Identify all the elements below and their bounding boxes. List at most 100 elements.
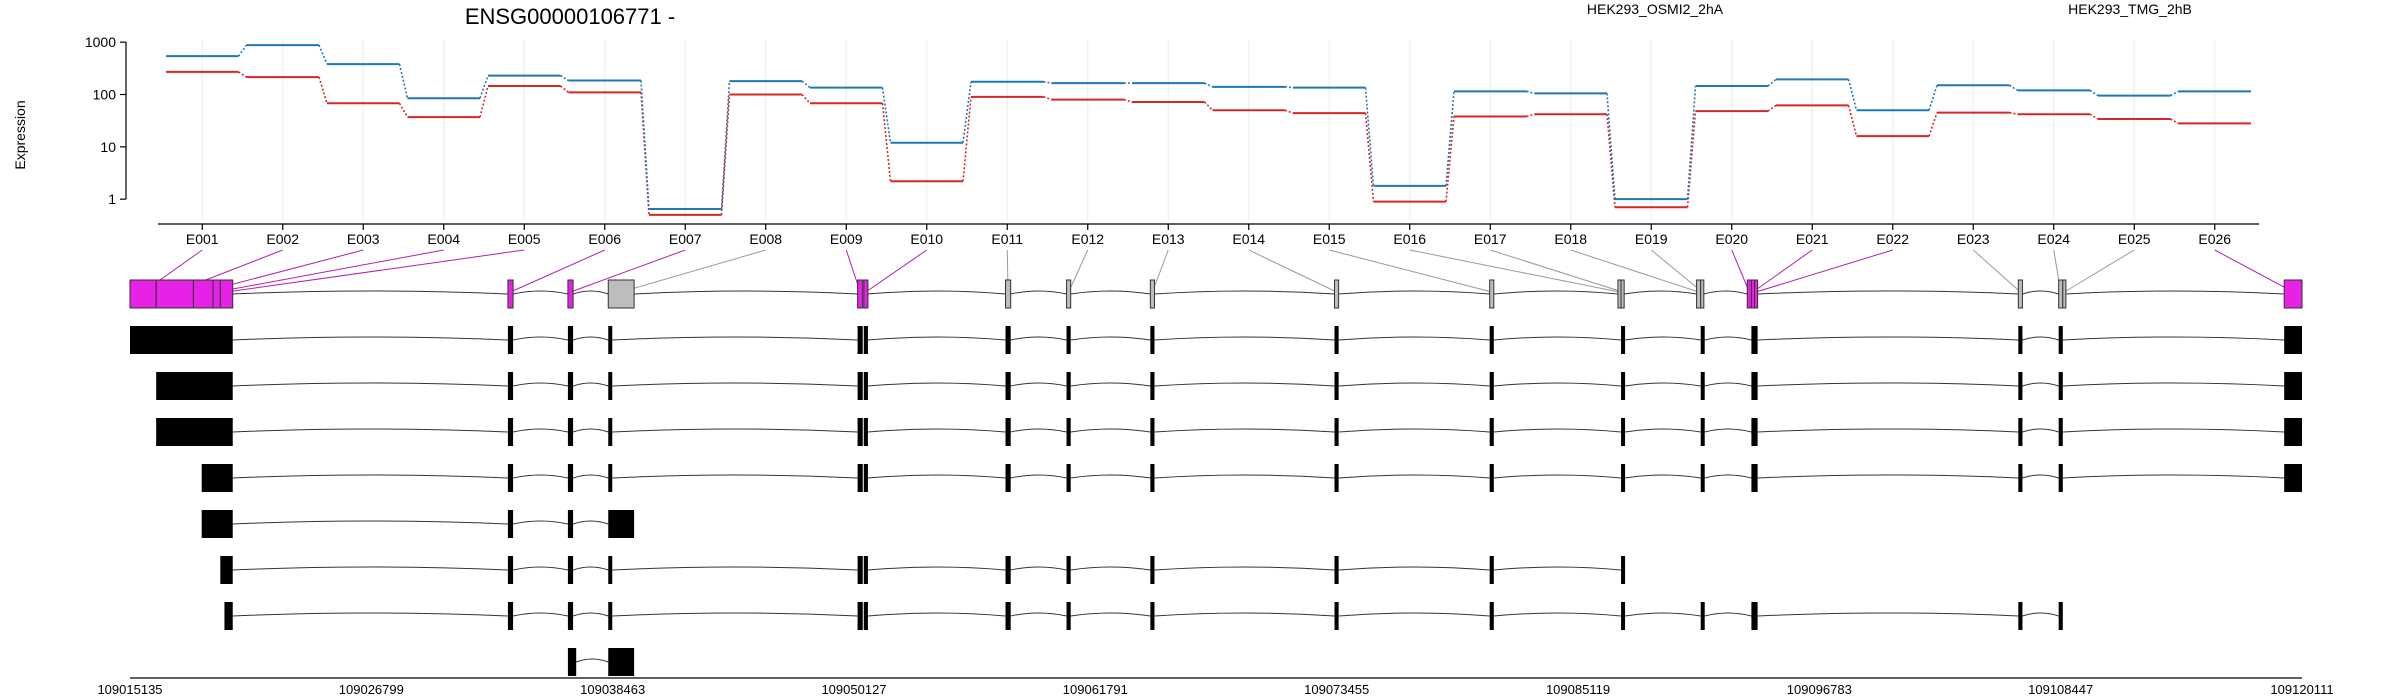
transcript-exon [1005, 602, 1011, 630]
transcript-exon [1005, 556, 1011, 584]
transcript-exon [1700, 326, 1705, 354]
transcript-exon [1066, 326, 1071, 354]
intron-line [1757, 336, 2019, 341]
exon-block-e009 [857, 279, 864, 309]
intron-line [232, 336, 508, 341]
transcript-exon [1489, 556, 1494, 584]
exon-connector-e017 [1490, 249, 1623, 293]
series-connector [479, 85, 489, 118]
transcript-exon [1621, 602, 1626, 630]
x-tick-label-e021: E021 [1796, 231, 1829, 247]
series-connector [560, 74, 569, 82]
transcript-exon [1005, 464, 1011, 492]
exon-connector-e019 [1650, 249, 1703, 293]
genomic-tick-label: 109073455 [1304, 682, 1369, 697]
intron-line [2022, 382, 2059, 387]
transcript-exon [156, 418, 233, 446]
series-0 [166, 70, 2251, 216]
transcript-exon [567, 556, 574, 584]
intron-line [1338, 382, 1490, 387]
x-tick-label-e011: E011 [991, 231, 1023, 247]
transcript-exon [2284, 418, 2302, 446]
exon-block-e008 [607, 279, 635, 309]
intron-line [572, 612, 609, 617]
exon-block-e014 [1333, 279, 1340, 309]
exon-connector-e004 [216, 249, 444, 293]
exon-connector-e022 [1755, 249, 1893, 293]
exon-block-e003 [192, 279, 214, 309]
genomic-tick-label: 109120111 [2270, 682, 2333, 697]
intron-line [612, 336, 858, 341]
intron-line [1070, 566, 1151, 571]
genomic-coordinate-axis: 109015135 109026799 109038463 109050127 1090… [97, 677, 2334, 697]
intron-line [512, 566, 569, 571]
intron-line [1493, 336, 1622, 341]
transcript-exon [507, 602, 514, 630]
intron-line [867, 474, 1006, 479]
exon-connector-e020 [1731, 249, 1750, 293]
intron-line [232, 290, 508, 295]
series-connector [1284, 86, 1294, 89]
series-connector [881, 87, 892, 143]
legend-entry-tmg: HEK293_TMG_2hB [2068, 1, 2192, 17]
series-connector [1928, 112, 1938, 137]
transcript-exon [1489, 372, 1494, 400]
intron-line [1010, 382, 1067, 387]
intron-line [1704, 336, 1752, 341]
series-connector [2089, 113, 2099, 120]
transcript-exon [507, 464, 514, 492]
exon-block-e012 [1066, 279, 1072, 309]
genomic-tick-label: 109026799 [339, 682, 404, 697]
series-connector [560, 85, 569, 93]
exon-connector-e014 [1248, 249, 1337, 293]
transcript-exon [1066, 464, 1071, 492]
series-connector [1686, 86, 1697, 200]
transcript-exon [608, 372, 613, 400]
transcript-exon [2018, 326, 2023, 354]
exon-block-e010 [863, 279, 869, 309]
transcript-exon [2058, 326, 2063, 354]
transcript-exon [857, 602, 863, 630]
transcript-exon [608, 510, 635, 538]
x-tick-label-e012: E012 [1071, 231, 1104, 247]
series-connector [1445, 91, 1455, 186]
transcript-exon [863, 556, 868, 584]
exon-connector-e015 [1329, 249, 1492, 293]
intron-line [512, 520, 569, 525]
series-connector [1364, 113, 1375, 202]
series-connector [1203, 101, 1214, 111]
intron-line [1624, 290, 1697, 295]
transcript-exon [1066, 418, 1071, 446]
intron-line [1010, 336, 1067, 341]
transcript-exon [1150, 326, 1155, 354]
exon-block-e006 [507, 279, 514, 309]
transcript-exon [2018, 372, 2023, 400]
exon-block-e020 [1746, 279, 1752, 309]
x-tick-label-e019: E019 [1635, 231, 1668, 247]
transcript-exon [1621, 556, 1626, 584]
intron-line [1154, 566, 1335, 571]
intron-line [1704, 428, 1752, 433]
transcript-exon [857, 418, 863, 446]
exon-block-e023 [2017, 279, 2023, 309]
intron-line [1070, 290, 1151, 295]
legend-entry-osmi2: HEK293_OSMI2_2hA [1587, 1, 1724, 17]
genomic-tick-label: 109108447 [2028, 682, 2093, 697]
x-tick-label-e023: E023 [1957, 231, 1990, 247]
intron-line [1493, 382, 1622, 387]
series-connector [1526, 113, 1535, 118]
intron-line [1010, 290, 1067, 295]
transcript-exon [1066, 602, 1071, 630]
transcript-exon [1066, 372, 1071, 400]
exon-connector-e018 [1570, 249, 1699, 293]
x-tick-label-e014: E014 [1232, 231, 1265, 247]
x-tick-label-e005: E005 [508, 231, 541, 247]
exon-block-e022 [1754, 279, 1759, 309]
exon-block-e007 [567, 279, 574, 309]
intron-line [572, 474, 609, 479]
transcript-exon [1621, 464, 1626, 492]
series-connector [2009, 84, 2018, 92]
intron-line [1338, 612, 1490, 617]
x-tick-label-e015: E015 [1313, 231, 1346, 247]
y-tick-label: 1000 [85, 34, 116, 50]
